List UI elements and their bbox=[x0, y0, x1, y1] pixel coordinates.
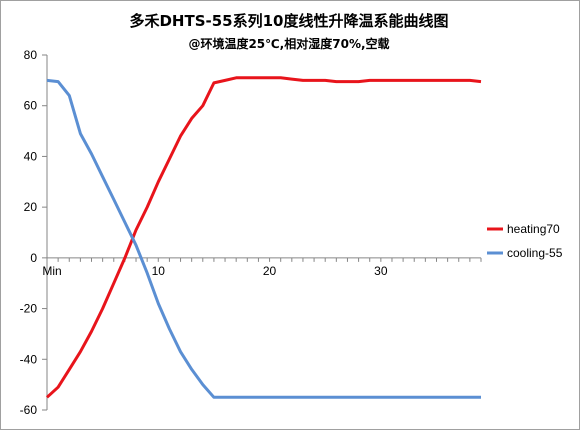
y-tick-label: 20 bbox=[24, 200, 38, 214]
y-tick-label: 40 bbox=[24, 149, 38, 163]
series-line-heating70 bbox=[45, 76, 482, 399]
legend-label-cooling-55: cooling-55 bbox=[507, 246, 563, 260]
chart-subtitle: @环境温度25℃,相对湿度70%,空载 bbox=[188, 37, 390, 51]
x-tick-label: 10 bbox=[152, 264, 166, 278]
x-tick-label: Min bbox=[42, 264, 61, 278]
y-tick-label: 60 bbox=[24, 99, 38, 113]
y-tick-label: -40 bbox=[20, 352, 38, 366]
y-tick-label: 0 bbox=[30, 251, 37, 265]
y-tick-label: -60 bbox=[20, 403, 38, 417]
series-layer bbox=[45, 76, 482, 399]
legend: heating70 cooling-55 bbox=[487, 222, 563, 260]
axes: 80 60 40 20 0 -20 -40 -60 Min 10 20 30 bbox=[20, 48, 482, 417]
x-tick-label: 30 bbox=[374, 264, 388, 278]
y-tick-label: -20 bbox=[20, 302, 38, 316]
chart-title: 多禾DHTS-55系列10度线性升降温系能曲线图 bbox=[129, 12, 449, 30]
series-line-cooling-55 bbox=[46, 78, 481, 399]
y-tick-label: 80 bbox=[24, 48, 38, 62]
x-tick-label: 20 bbox=[263, 264, 277, 278]
legend-label-heating70: heating70 bbox=[507, 222, 560, 236]
